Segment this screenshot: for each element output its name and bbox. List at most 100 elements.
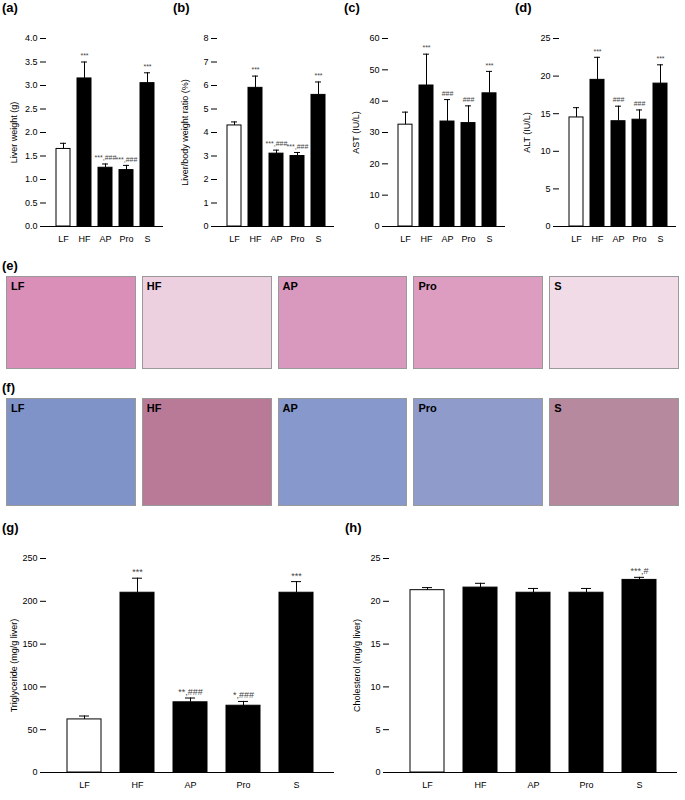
svg-text:***: ***	[291, 570, 302, 580]
svg-text:30: 30	[369, 127, 379, 137]
svg-text:LF: LF	[58, 234, 69, 244]
svg-text:5: 5	[545, 184, 550, 194]
svg-text:HF: HF	[475, 780, 487, 790]
svg-text:HF: HF	[592, 234, 604, 244]
svg-text:Pro: Pro	[119, 234, 133, 244]
svg-text:***: ***	[656, 55, 664, 62]
svg-text:***: ***	[314, 72, 322, 79]
svg-text:Pro: Pro	[290, 234, 304, 244]
svg-text:***: ***	[593, 48, 601, 55]
svg-text:***,###: ***,###	[266, 140, 288, 147]
svg-text:***,###: ***,###	[95, 154, 117, 161]
svg-text:Pro: Pro	[236, 780, 250, 790]
svg-text:5: 5	[375, 725, 380, 735]
svg-text:20: 20	[370, 596, 380, 606]
svg-text:Pro: Pro	[579, 780, 593, 790]
svg-text:5: 5	[203, 104, 208, 114]
svg-text:***: ***	[422, 44, 430, 51]
svg-text:LF: LF	[422, 780, 433, 790]
svg-text:###: ###	[613, 96, 625, 103]
svg-text:0: 0	[32, 767, 37, 777]
svg-text:3: 3	[203, 151, 208, 161]
svg-text:LF: LF	[571, 234, 582, 244]
svg-text:40: 40	[369, 96, 379, 106]
svg-text:100: 100	[22, 682, 37, 692]
svg-text:3.0: 3.0	[25, 80, 38, 90]
svg-text:AST (IU/L): AST (IU/L)	[351, 111, 361, 153]
svg-text:###: ###	[463, 96, 475, 103]
svg-text:10: 10	[370, 682, 380, 692]
svg-text:15: 15	[540, 109, 550, 119]
svg-text:*,###: *,###	[233, 690, 254, 700]
svg-text:Triglyceride (mg/g liver): Triglyceride (mg/g liver)	[9, 619, 19, 713]
svg-text:150: 150	[22, 639, 37, 649]
svg-text:***: ***	[485, 62, 493, 69]
svg-text:20: 20	[369, 159, 379, 169]
svg-text:###: ###	[442, 90, 454, 97]
svg-text:LF: LF	[400, 234, 411, 244]
svg-text:4: 4	[203, 127, 208, 137]
svg-text:10: 10	[369, 190, 379, 200]
svg-text:HF: HF	[421, 234, 433, 244]
svg-text:0.5: 0.5	[25, 198, 38, 208]
svg-text:S: S	[293, 780, 299, 790]
svg-text:50: 50	[27, 725, 37, 735]
svg-text:AP: AP	[184, 780, 196, 790]
svg-text:AP: AP	[612, 234, 624, 244]
svg-text:S: S	[144, 234, 150, 244]
svg-text:***,#: ***,#	[630, 566, 648, 576]
svg-text:1.0: 1.0	[25, 174, 38, 184]
svg-text:2.0: 2.0	[25, 127, 38, 137]
svg-text:3.5: 3.5	[25, 57, 38, 67]
svg-text:LF: LF	[229, 234, 240, 244]
svg-text:0: 0	[203, 221, 208, 231]
svg-text:0: 0	[374, 221, 379, 231]
svg-text:S: S	[636, 780, 642, 790]
svg-text:Pro: Pro	[632, 234, 646, 244]
svg-text:2: 2	[203, 174, 208, 184]
svg-text:1: 1	[203, 198, 208, 208]
svg-text:25: 25	[540, 33, 550, 43]
svg-text:0: 0	[375, 767, 380, 777]
svg-text:Cholesterol (mg/g liver): Cholesterol (mg/g liver)	[352, 619, 362, 712]
svg-text:AP: AP	[99, 234, 111, 244]
svg-text:60: 60	[369, 33, 379, 43]
svg-text:25: 25	[370, 553, 380, 563]
svg-text:S: S	[315, 234, 321, 244]
svg-text:HF: HF	[250, 234, 262, 244]
svg-text:8: 8	[203, 33, 208, 43]
svg-text:2.5: 2.5	[25, 104, 38, 114]
svg-text:ALT (IU/L): ALT (IU/L)	[522, 112, 532, 153]
svg-text:HF: HF	[132, 780, 144, 790]
svg-text:S: S	[657, 234, 663, 244]
svg-text:20: 20	[540, 71, 550, 81]
svg-text:Pro: Pro	[461, 234, 475, 244]
svg-text:0: 0	[545, 221, 550, 231]
svg-text:AP: AP	[270, 234, 282, 244]
svg-text:***,###: ***,###	[287, 143, 309, 150]
svg-text:200: 200	[22, 596, 37, 606]
svg-text:AP: AP	[527, 780, 539, 790]
svg-text:10: 10	[540, 146, 550, 156]
svg-text:4.0: 4.0	[25, 33, 38, 43]
svg-text:1.5: 1.5	[25, 151, 38, 161]
svg-text:7: 7	[203, 57, 208, 67]
svg-text:***: ***	[251, 66, 259, 73]
svg-text:Liver/body weight ratio (%): Liver/body weight ratio (%)	[180, 79, 190, 186]
svg-text:S: S	[486, 234, 492, 244]
svg-text:LF: LF	[79, 780, 90, 790]
svg-text:***: ***	[132, 567, 143, 577]
svg-text:**,###: **,###	[178, 687, 203, 697]
svg-text:***: ***	[80, 52, 88, 59]
svg-text:***: ***	[143, 63, 151, 70]
svg-text:6: 6	[203, 80, 208, 90]
svg-text:AP: AP	[441, 234, 453, 244]
svg-text:HF: HF	[79, 234, 91, 244]
svg-text:0.0: 0.0	[25, 221, 38, 231]
svg-text:###: ###	[634, 100, 646, 107]
svg-text:Liver weight (g): Liver weight (g)	[9, 102, 19, 164]
svg-text:250: 250	[22, 553, 37, 563]
svg-text:50: 50	[369, 65, 379, 75]
svg-text:15: 15	[370, 639, 380, 649]
svg-text:***,###: ***,###	[116, 156, 138, 163]
